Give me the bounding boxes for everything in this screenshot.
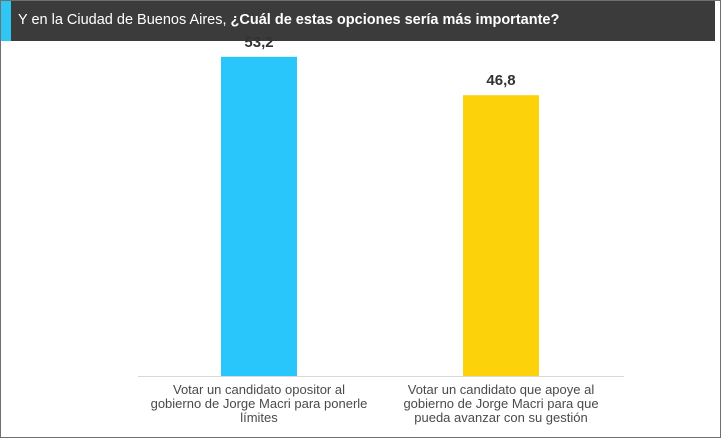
data-label-1: 53,2 bbox=[244, 34, 273, 51]
category-label-1-line-3: límites bbox=[240, 410, 278, 425]
category-label-2-line-3: pueda avanzar con su gestión bbox=[414, 410, 587, 425]
bar-1 bbox=[221, 56, 297, 377]
chart-title-bold: ¿Cuál de estas opciones sería más import… bbox=[230, 12, 560, 28]
category-label-1-line-1: Votar un candidato opositor al bbox=[173, 382, 345, 397]
category-label-2-line-2: gobierno de Jorge Macri para que bbox=[403, 396, 598, 411]
header-accent-stripe bbox=[1, 1, 11, 41]
header-bar: Y en la Ciudad de Buenos Aires, ¿Cuál de… bbox=[1, 1, 715, 41]
chart-title: Y en la Ciudad de Buenos Aires, ¿Cuál de… bbox=[18, 11, 559, 29]
data-label-2: 46,8 bbox=[486, 72, 515, 89]
bar-2 bbox=[463, 95, 539, 376]
category-label-2-line-1: Votar un candidato que apoye al bbox=[408, 382, 595, 397]
chart-title-regular: Y en la Ciudad de Buenos Aires, bbox=[18, 12, 231, 28]
category-label-1-line-2: gobierno de Jorge Macri para ponerle bbox=[151, 396, 368, 411]
